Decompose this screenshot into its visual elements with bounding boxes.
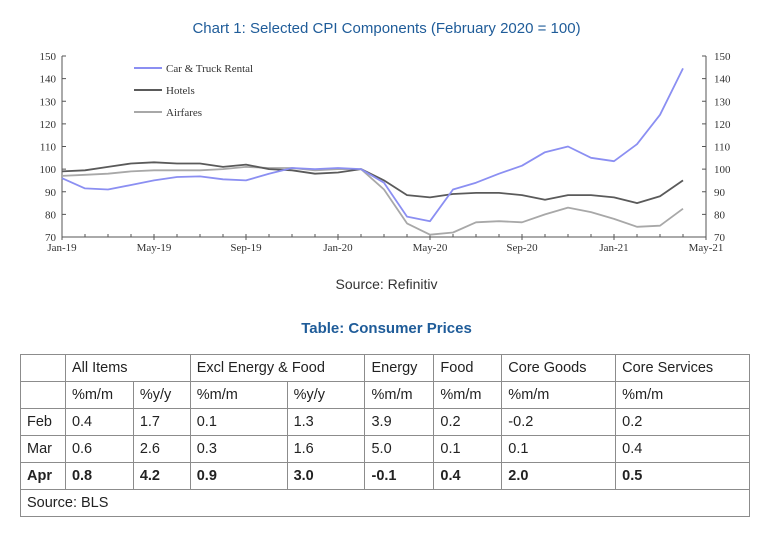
table-cell: 0.1 <box>433 435 503 463</box>
consumer-prices-table: All Items Excl Energy & Food Energy Food… <box>20 354 750 517</box>
subheader-cell: %y/y <box>132 381 191 409</box>
y-tick-label-right: 70 <box>714 232 726 244</box>
row-label: Mar <box>20 435 66 463</box>
chart-source: Source: Refinitiv <box>335 276 438 292</box>
header-core-services: Core Services <box>615 354 750 382</box>
table-row-apr: Apr 0.8 4.2 0.9 3.0 -0.1 0.4 2.0 0.5 <box>20 462 750 490</box>
header-energy: Energy <box>364 354 435 382</box>
series-line-airfares <box>61 165 684 236</box>
subheader-cell: %y/y <box>286 381 366 409</box>
table-cell: -0.2 <box>501 408 617 436</box>
table-cell: 5.0 <box>364 435 435 463</box>
y-tick-label-right: 150 <box>714 51 731 63</box>
table-cell: 2.0 <box>501 462 617 490</box>
table-cell: 0.5 <box>615 462 750 490</box>
y-tick-label-right: 140 <box>714 74 731 86</box>
subheader-empty-cell <box>20 381 66 409</box>
subheader-cell: %m/m <box>433 381 503 409</box>
chart-title: Chart 1: Selected CPI Components (Februa… <box>192 20 581 37</box>
x-tick-label: May-21 <box>689 242 724 254</box>
y-tick-label-right: 90 <box>714 187 726 199</box>
table-cell: 3.0 <box>286 462 366 490</box>
table-cell: 0.4 <box>64 408 134 436</box>
header-food: Food <box>433 354 503 382</box>
y-tick-label-left: 140 <box>40 74 57 86</box>
subheader-cell: %m/m <box>615 381 750 409</box>
x-tick-label: Jan-21 <box>599 242 628 254</box>
table-cell: 0.9 <box>189 462 288 490</box>
table-cell: 0.4 <box>433 462 503 490</box>
table-source-row: Source: BLS <box>20 489 750 517</box>
y-tick-label-right: 80 <box>714 209 726 221</box>
header-excl-energy-food: Excl Energy & Food <box>189 354 366 382</box>
table-cell: 0.2 <box>615 408 750 436</box>
y-tick-label-left: 70 <box>45 232 57 244</box>
x-tick-label: May-19 <box>137 242 172 254</box>
series-line-car-truck-rental <box>61 68 684 223</box>
y-tick-label-right: 120 <box>714 119 731 131</box>
table-row-feb: Feb 0.4 1.7 0.1 1.3 3.9 0.2 -0.2 0.2 <box>20 408 750 436</box>
row-label: Apr <box>20 462 66 490</box>
table-cell: 0.6 <box>64 435 134 463</box>
y-tick-label-left: 120 <box>40 119 57 131</box>
table-subheader-row: %m/m %y/y %m/m %y/y %m/m %m/m %m/m %m/m <box>20 381 750 409</box>
x-tick-label: Sep-20 <box>506 242 538 254</box>
subheader-cell: %m/m <box>364 381 435 409</box>
subheader-cell: %m/m <box>501 381 617 409</box>
table-title: Table: Consumer Prices <box>301 320 472 337</box>
y-tick-label-left: 100 <box>40 164 57 176</box>
table-cell: 0.1 <box>189 408 288 436</box>
y-tick-label-right: 130 <box>714 96 731 108</box>
x-tick-label: Jan-20 <box>323 242 353 254</box>
legend-label: Hotels <box>166 85 195 97</box>
table-cell: 1.7 <box>132 408 191 436</box>
table-source: Source: BLS <box>20 489 750 517</box>
table-cell: -0.1 <box>364 462 435 490</box>
table-cell: 1.6 <box>286 435 366 463</box>
table-header-row: All Items Excl Energy & Food Energy Food… <box>20 354 750 382</box>
table-cell: 3.9 <box>364 408 435 436</box>
subheader-cell: %m/m <box>64 381 134 409</box>
table-cell: 0.1 <box>501 435 617 463</box>
row-label: Feb <box>20 408 66 436</box>
cpi-line-chart: 70 70 80 80 90 90 100 100 110 110 120 120 130 130 140 1… <box>40 51 732 254</box>
table-cell: 4.2 <box>132 462 191 490</box>
y-tick-label-left: 130 <box>40 96 57 108</box>
legend-label: Airfares <box>166 107 202 119</box>
table-row-mar: Mar 0.6 2.6 0.3 1.6 5.0 0.1 0.1 0.4 <box>20 435 750 463</box>
subheader-cell: %m/m <box>189 381 288 409</box>
x-tick-label: May-20 <box>413 242 448 254</box>
y-tick-label-left: 80 <box>45 209 57 221</box>
y-tick-label-right: 100 <box>714 164 731 176</box>
legend-label: Car & Truck Rental <box>166 63 253 75</box>
table-cell: 0.2 <box>433 408 503 436</box>
x-tick-label: Sep-19 <box>230 242 262 254</box>
header-all-items: All Items <box>64 354 191 382</box>
table-cell: 0.4 <box>615 435 750 463</box>
y-tick-label-right: 110 <box>714 142 731 154</box>
table-cell: 1.3 <box>286 408 366 436</box>
header-core-goods: Core Goods <box>501 354 617 382</box>
series-line-hotels <box>61 161 684 205</box>
y-tick-label-left: 90 <box>45 187 57 199</box>
y-tick-label-left: 110 <box>40 142 57 154</box>
table-cell: 0.8 <box>64 462 134 490</box>
table-cell: 0.3 <box>189 435 288 463</box>
header-empty-cell <box>20 354 66 382</box>
table-cell: 2.6 <box>132 435 191 463</box>
x-tick-label: Jan-19 <box>47 242 77 254</box>
y-tick-label-left: 150 <box>40 51 57 63</box>
